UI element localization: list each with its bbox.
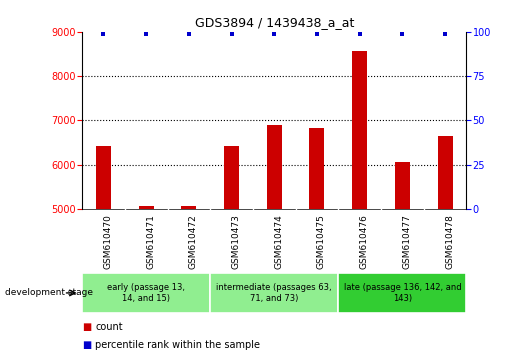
Title: GDS3894 / 1439438_a_at: GDS3894 / 1439438_a_at (195, 16, 354, 29)
Point (441, 31, 449, 36)
Bar (310, 128, 324, 354)
Bar (438, 136, 453, 354)
Text: GSM610472: GSM610472 (189, 214, 198, 269)
Point (227, 31, 236, 36)
Text: GSM610474: GSM610474 (275, 214, 283, 269)
Bar (395, 162, 410, 354)
Bar (82, 273, 210, 313)
Text: percentile rank within the sample: percentile rank within the sample (95, 340, 260, 350)
Text: intermediate (passages 63,
71, and 73): intermediate (passages 63, 71, and 73) (216, 283, 332, 303)
Point (313, 31, 321, 36)
Point (99, 31, 108, 36)
Text: development stage: development stage (5, 289, 93, 297)
Point (184, 31, 193, 36)
Point (142, 31, 151, 36)
Bar (139, 206, 154, 354)
Point (270, 31, 279, 36)
Text: GSM610475: GSM610475 (317, 214, 326, 269)
Bar (210, 273, 338, 313)
Text: GSM610473: GSM610473 (232, 214, 241, 269)
Text: late (passage 136, 142, and
143): late (passage 136, 142, and 143) (343, 283, 461, 303)
Text: GSM610476: GSM610476 (360, 214, 369, 269)
Bar (352, 51, 367, 354)
Bar (96, 145, 111, 354)
Text: early (passage 13,
14, and 15): early (passage 13, 14, and 15) (107, 283, 185, 303)
Point (356, 31, 364, 36)
Text: GSM610478: GSM610478 (445, 214, 454, 269)
Text: count: count (95, 322, 123, 332)
Text: GSM610471: GSM610471 (146, 214, 155, 269)
Bar (224, 145, 239, 354)
Text: ■: ■ (82, 322, 91, 332)
Text: GSM610477: GSM610477 (402, 214, 411, 269)
Text: ■: ■ (82, 340, 91, 350)
Point (398, 31, 407, 36)
Bar (267, 125, 282, 354)
Bar (181, 206, 196, 354)
Text: GSM610470: GSM610470 (103, 214, 112, 269)
Bar (338, 273, 466, 313)
